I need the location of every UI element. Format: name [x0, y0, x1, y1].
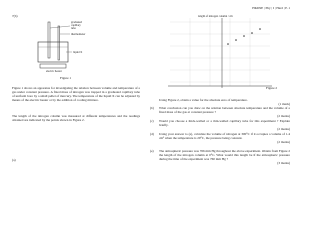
question: (d) Using your answer to (a), calculate t… — [150, 132, 290, 144]
question-text: Would you choose a thick-walled or a thi… — [159, 119, 290, 128]
paragraph: The length of the nitrogen column was me… — [12, 114, 140, 123]
question: (c) Would you choose a thick-walled or a … — [150, 119, 290, 131]
figure-2 — [168, 18, 272, 88]
header: HKDSE | Phy | I | Hard | P. 1 — [252, 6, 290, 10]
question-marks: (2 marks) — [277, 127, 290, 132]
paragraph: Figure 1 shows an apparatus for investig… — [12, 86, 140, 103]
question-label: (e) — [150, 149, 154, 153]
label: electric heater — [46, 70, 62, 73]
page: HKDSE | Phy | I | Hard | P. 1 7(b) gradu… — [12, 6, 290, 166]
question-label: (d) — [150, 132, 154, 136]
question: (e) The atmospheric pressure was 766 mm H… — [150, 149, 290, 165]
label: tube — [71, 27, 76, 30]
question-text: Using Figure 2, obtain a value for the a… — [159, 98, 248, 102]
figure-1 — [37, 21, 72, 69]
question-text: The atmospheric pressure was 766 mm Hg t… — [159, 149, 290, 162]
label: capillary — [71, 24, 81, 27]
axis-label: length of nitrogen column / cm — [198, 15, 233, 18]
question-label: (b) — [150, 106, 154, 110]
question-marks: (2 marks) — [277, 114, 290, 119]
figure-caption: Figure 2 — [266, 86, 278, 90]
question: (b) What conclusion can you draw on the r… — [150, 106, 290, 118]
question-marks: (2 marks) — [277, 140, 290, 145]
question: Using Figure 2, obtain a value for the a… — [150, 98, 290, 106]
question-text: What conclusion can you draw on the rela… — [159, 106, 290, 115]
question-marks: (3 marks) — [277, 161, 290, 166]
figure-caption: Figure 1 — [60, 76, 72, 80]
question-number: 7(b) — [12, 14, 18, 18]
question-text: Using your answer to (a), calculate the … — [159, 132, 290, 141]
question-label: (c) — [150, 119, 154, 123]
label: graduated — [71, 21, 83, 24]
label: liquid X — [73, 51, 83, 54]
label: thermometer — [71, 33, 86, 36]
label: (a) — [12, 158, 16, 162]
question-marks: (1 mark) — [278, 102, 290, 107]
